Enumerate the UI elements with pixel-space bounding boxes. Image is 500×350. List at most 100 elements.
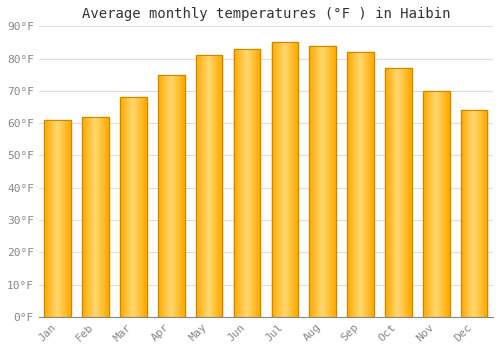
Bar	[258, 49, 259, 317]
Bar	[53, 120, 54, 317]
Bar	[178, 75, 179, 317]
Bar	[322, 46, 324, 317]
Bar	[179, 75, 180, 317]
Bar	[362, 52, 363, 317]
Bar	[372, 52, 373, 317]
Bar	[214, 55, 215, 317]
Bar	[442, 91, 443, 317]
Bar	[83, 117, 84, 317]
Bar	[126, 97, 127, 317]
Bar	[60, 120, 61, 317]
Bar	[208, 55, 209, 317]
Bar	[404, 68, 405, 317]
Bar	[385, 68, 411, 317]
Bar	[471, 110, 472, 317]
Bar	[350, 52, 352, 317]
Bar	[312, 46, 313, 317]
Bar	[282, 42, 283, 317]
Bar	[441, 91, 442, 317]
Bar	[315, 46, 316, 317]
Bar	[68, 120, 69, 317]
Bar	[103, 117, 104, 317]
Bar	[92, 117, 93, 317]
Bar	[291, 42, 292, 317]
Bar	[406, 68, 407, 317]
Bar	[183, 75, 184, 317]
Bar	[253, 49, 254, 317]
Bar	[182, 75, 183, 317]
Bar	[409, 68, 410, 317]
Bar	[199, 55, 200, 317]
Bar	[356, 52, 358, 317]
Bar	[132, 97, 133, 317]
Bar	[330, 46, 332, 317]
Bar	[59, 120, 60, 317]
Bar	[369, 52, 370, 317]
Bar	[318, 46, 320, 317]
Bar	[280, 42, 281, 317]
Bar	[104, 117, 105, 317]
Bar	[237, 49, 238, 317]
Bar	[221, 55, 222, 317]
Bar	[127, 97, 128, 317]
Bar	[234, 49, 235, 317]
Bar	[216, 55, 217, 317]
Bar	[410, 68, 411, 317]
Bar	[294, 42, 295, 317]
Bar	[278, 42, 279, 317]
Bar	[259, 49, 260, 317]
Bar	[402, 68, 403, 317]
Bar	[90, 117, 91, 317]
Bar	[134, 97, 135, 317]
Bar	[435, 91, 436, 317]
Bar	[286, 42, 287, 317]
Bar	[91, 117, 92, 317]
Bar	[363, 52, 364, 317]
Bar	[480, 110, 481, 317]
Bar	[389, 68, 390, 317]
Bar	[249, 49, 250, 317]
Bar	[431, 91, 432, 317]
Bar	[364, 52, 365, 317]
Bar	[133, 97, 134, 317]
Bar	[50, 120, 51, 317]
Bar	[290, 42, 291, 317]
Bar	[172, 75, 174, 317]
Bar	[396, 68, 397, 317]
Bar	[176, 75, 178, 317]
Bar	[82, 117, 109, 317]
Bar	[426, 91, 427, 317]
Bar	[198, 55, 199, 317]
Bar	[61, 120, 62, 317]
Bar	[314, 46, 315, 317]
Bar	[245, 49, 246, 317]
Bar	[479, 110, 480, 317]
Bar	[444, 91, 445, 317]
Bar	[320, 46, 322, 317]
Bar	[273, 42, 274, 317]
Bar	[401, 68, 402, 317]
Bar	[102, 117, 103, 317]
Bar	[359, 52, 360, 317]
Bar	[360, 52, 361, 317]
Bar	[219, 55, 220, 317]
Bar	[432, 91, 433, 317]
Bar	[272, 42, 298, 317]
Bar	[55, 120, 56, 317]
Bar	[47, 120, 48, 317]
Bar	[486, 110, 488, 317]
Bar	[332, 46, 334, 317]
Bar	[464, 110, 465, 317]
Bar	[241, 49, 242, 317]
Bar	[136, 97, 137, 317]
Bar	[438, 91, 439, 317]
Bar	[478, 110, 479, 317]
Bar	[57, 120, 58, 317]
Bar	[46, 120, 47, 317]
Bar	[51, 120, 52, 317]
Bar	[123, 97, 124, 317]
Bar	[203, 55, 204, 317]
Bar	[397, 68, 398, 317]
Bar	[439, 91, 440, 317]
Bar	[181, 75, 182, 317]
